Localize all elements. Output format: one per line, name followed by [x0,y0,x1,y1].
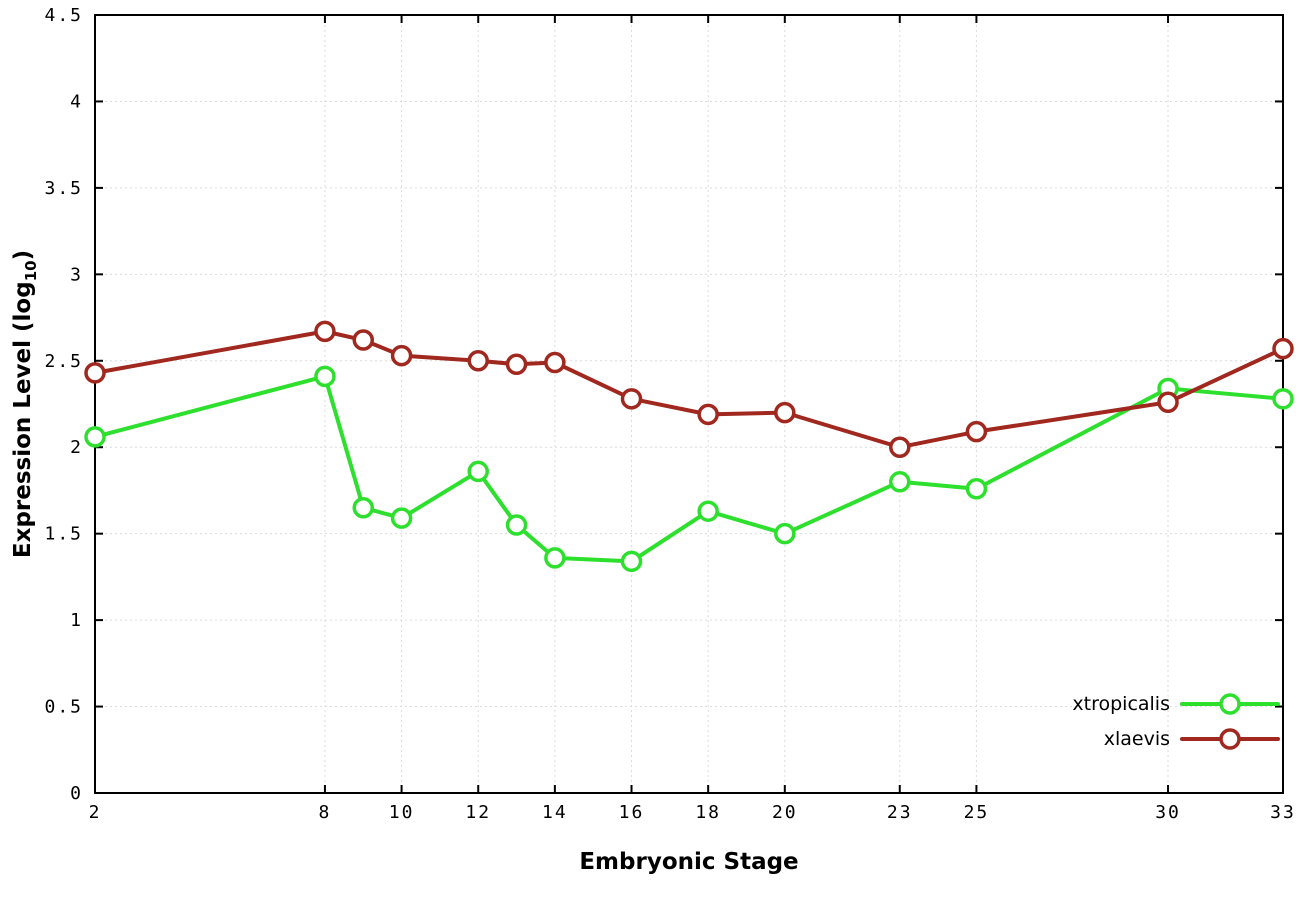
data-point-marker-xtropicalis [467,460,489,483]
y-tick-label: 1 [70,610,83,631]
data-point-marker-xtropicalis [1272,388,1294,410]
y-axis-title: Expression Level (log10) [10,250,40,558]
data-point-marker-xlaevis [352,329,375,351]
y-tick-label: 0 [70,783,83,804]
y-tick-label: 2 [70,437,83,458]
data-point-marker-xlaevis [505,353,528,375]
data-point-marker-xtropicalis [697,500,719,522]
x-tick-label: 18 [695,802,721,823]
data-point-marker-xlaevis [544,351,566,374]
legend-marker-xtropicalis [1219,692,1241,715]
x-tick-label: 10 [389,802,415,823]
data-point-marker-xtropicalis [544,547,566,569]
data-point-marker-xtropicalis [965,477,988,500]
x-tick-label: 8 [319,802,332,823]
y-tick-label: 2.5 [44,351,83,372]
y-tick-label: 1.5 [44,524,83,545]
data-point-marker-xlaevis [1157,391,1179,414]
x-axis-title: Embryonic Stage [579,849,799,875]
legend-swatch-xtropicalis [1180,692,1280,715]
data-point-marker-xtropicalis [84,426,106,448]
x-tick-label: 16 [619,802,645,823]
legend-label-xlaevis: xlaevis [1103,727,1170,750]
data-point-marker-xlaevis [1272,337,1294,360]
legend-marker-xlaevis [1219,727,1241,750]
legend-item-xlaevis: xlaevis [1072,721,1280,756]
x-tick-label: 33 [1270,802,1296,823]
data-point-marker-xlaevis [314,320,336,343]
x-tick-label: 14 [542,802,568,823]
y-axis-title-close: ) [10,249,37,261]
data-point-marker-xlaevis [889,436,911,458]
legend-label-xtropicalis: xtropicalis [1072,692,1170,715]
y-tick-label: 3.5 [44,178,83,199]
x-tick-label: 30 [1155,802,1181,823]
y-axis-title-text: Expression Level (log [10,281,37,559]
y-tick-label: 3 [70,264,83,285]
data-point-marker-xlaevis [467,350,489,372]
legend-swatch-xlaevis [1180,727,1280,750]
legend: xtropicalis xlaevis [1072,686,1280,756]
legend-item-xtropicalis: xtropicalis [1072,686,1280,721]
series-line-xtropicalis [93,374,1285,564]
data-point-marker-xlaevis [620,388,643,410]
y-axis-title-subscript: 10 [21,260,40,282]
data-point-marker-xtropicalis [390,507,413,529]
data-point-marker-xlaevis [697,403,719,426]
plot-border [94,14,1284,794]
data-point-marker-xlaevis [774,401,796,424]
data-point-marker-xtropicalis [352,496,375,519]
x-tick-label: 23 [887,802,913,823]
data-point-marker-xtropicalis [889,471,911,493]
data-point-marker-xtropicalis [620,550,643,573]
data-point-marker-xtropicalis [505,514,528,536]
x-tick-label: 2 [89,802,102,823]
x-tick-label: 12 [465,802,491,823]
data-point-marker-xlaevis [390,344,413,367]
y-tick-label: 0.5 [44,697,83,718]
data-point-marker-xtropicalis [314,365,336,388]
x-tick-label: 20 [772,802,798,823]
x-tick-label: 25 [964,802,990,823]
data-point-marker-xtropicalis [774,522,796,545]
y-tick-label: 4.5 [44,5,83,26]
data-point-marker-xlaevis [84,362,106,384]
data-point-marker-xlaevis [965,420,988,443]
y-tick-label: 4 [70,91,83,112]
